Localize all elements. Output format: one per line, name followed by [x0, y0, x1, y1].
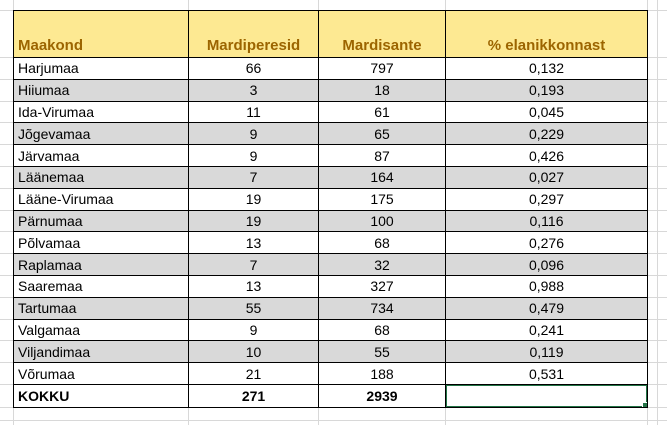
- table-row: Hiiumaa 3 18 0,193: [13, 78, 648, 102]
- cell-pct[interactable]: 0,193: [445, 78, 648, 102]
- cell-pct[interactable]: 0,988: [445, 274, 648, 298]
- table-row: Saaremaa 13 327 0,988: [13, 274, 648, 298]
- cell-maakond[interactable]: Raplamaa: [13, 253, 189, 276]
- cell-maakond[interactable]: Harjumaa: [13, 57, 189, 80]
- table-row: Põlvamaa 13 68 0,276: [13, 231, 648, 255]
- cell-maakond[interactable]: Põlvamaa: [13, 231, 189, 255]
- table-row: Valgamaa 9 68 0,241: [13, 318, 648, 342]
- table-row: Jõgevamaa 9 65 0,229: [13, 122, 648, 146]
- cell-pct[interactable]: 0,045: [445, 100, 648, 124]
- cell-pct[interactable]: 0,479: [445, 296, 648, 320]
- cell-mardiperesid[interactable]: 13: [188, 231, 319, 255]
- cell-mardiperesid[interactable]: 7: [188, 253, 319, 276]
- cell-mardiperesid[interactable]: 9: [188, 144, 319, 167]
- cell-mardisante[interactable]: 734: [318, 296, 446, 320]
- cell-mardiperesid[interactable]: 9: [188, 318, 319, 342]
- cell-pct[interactable]: 0,096: [445, 253, 648, 276]
- table-row: Võrumaa 21 188 0,531: [13, 362, 648, 385]
- cell-maakond[interactable]: Lääne-Virumaa: [13, 187, 189, 211]
- cell-mardisante[interactable]: 175: [318, 187, 446, 211]
- fill-handle[interactable]: [642, 401, 647, 407]
- table-row: Tartumaa 55 734 0,479: [13, 296, 648, 320]
- table-row: Raplamaa 7 32 0,096: [13, 253, 648, 276]
- cell-maakond[interactable]: Ida-Virumaa: [13, 100, 189, 124]
- cell-mardisante[interactable]: 18: [318, 78, 446, 102]
- table-row: Läänemaa 7 164 0,027: [13, 165, 648, 189]
- table-row: Viljandimaa 10 55 0,119: [13, 340, 648, 364]
- cell-maakond[interactable]: Tartumaa: [13, 296, 189, 320]
- column-header-mardisante[interactable]: Mardisante: [318, 10, 446, 58]
- marts-table: Maakond Mardiperesid Mardisante % elanik…: [13, 10, 648, 408]
- cell-maakond[interactable]: Jõgevamaa: [13, 122, 189, 146]
- cell-mardisante[interactable]: 188: [318, 362, 446, 385]
- table-row: Ida-Virumaa 11 61 0,045: [13, 100, 648, 124]
- cell-mardisante[interactable]: 55: [318, 340, 446, 364]
- cell-maakond[interactable]: Viljandimaa: [13, 340, 189, 364]
- cell-pct[interactable]: 0,276: [445, 231, 648, 255]
- cell-pct[interactable]: 0,229: [445, 122, 648, 146]
- cell-mardisante[interactable]: 61: [318, 100, 446, 124]
- cell-pct[interactable]: 0,116: [445, 209, 648, 233]
- cell-mardiperesid[interactable]: 66: [188, 57, 319, 80]
- table-row: Järvamaa 9 87 0,426: [13, 144, 648, 167]
- cell-mardisante[interactable]: 100: [318, 209, 446, 233]
- cell-mardisante[interactable]: 87: [318, 144, 446, 167]
- cell-pct[interactable]: 0,241: [445, 318, 648, 342]
- cell-mardiperesid[interactable]: 10: [188, 340, 319, 364]
- cell-pct[interactable]: 0,426: [445, 144, 648, 167]
- cell-maakond[interactable]: Läänemaa: [13, 165, 189, 189]
- header-row: Maakond Mardiperesid Mardisante % elanik…: [13, 10, 648, 58]
- table-row: Lääne-Virumaa 19 175 0,297: [13, 187, 648, 211]
- selected-cell[interactable]: [445, 383, 648, 408]
- cell-mardiperesid[interactable]: 3: [188, 78, 319, 102]
- column-header-maakond[interactable]: Maakond: [13, 10, 189, 58]
- column-header-pct-elanikkonnast[interactable]: % elanikkonnast: [445, 10, 648, 58]
- selection-border: [446, 385, 647, 407]
- cell-pct[interactable]: 0,297: [445, 187, 648, 211]
- cell-pct[interactable]: 0,119: [445, 340, 648, 364]
- cell-total-mardisante[interactable]: 2939: [318, 383, 446, 408]
- table-row: Pärnumaa 19 100 0,116: [13, 209, 648, 233]
- cell-pct[interactable]: 0,531: [445, 362, 648, 385]
- total-row: KOKKU 271 2939: [13, 383, 648, 408]
- cell-mardiperesid[interactable]: 11: [188, 100, 319, 124]
- cell-mardiperesid[interactable]: 19: [188, 209, 319, 233]
- cell-mardisante[interactable]: 164: [318, 165, 446, 189]
- cell-mardiperesid[interactable]: 55: [188, 296, 319, 320]
- cell-maakond[interactable]: Hiiumaa: [13, 78, 189, 102]
- cell-maakond[interactable]: Pärnumaa: [13, 209, 189, 233]
- cell-maakond[interactable]: Saaremaa: [13, 274, 189, 298]
- cell-mardisante[interactable]: 68: [318, 318, 446, 342]
- table-row: Harjumaa 66 797 0,132: [13, 57, 648, 80]
- cell-mardisante[interactable]: 32: [318, 253, 446, 276]
- cell-mardisante[interactable]: 65: [318, 122, 446, 146]
- cell-mardiperesid[interactable]: 9: [188, 122, 319, 146]
- cell-total-mardiperesid[interactable]: 271: [188, 383, 319, 408]
- cell-total-label[interactable]: KOKKU: [13, 383, 189, 408]
- cell-mardisante[interactable]: 68: [318, 231, 446, 255]
- cell-maakond[interactable]: Võrumaa: [13, 362, 189, 385]
- cell-mardiperesid[interactable]: 19: [188, 187, 319, 211]
- cell-mardiperesid[interactable]: 7: [188, 165, 319, 189]
- cell-pct[interactable]: 0,132: [445, 57, 648, 80]
- cell-pct[interactable]: 0,027: [445, 165, 648, 189]
- cell-maakond[interactable]: Järvamaa: [13, 144, 189, 167]
- cell-mardisante[interactable]: 797: [318, 57, 446, 80]
- cell-mardiperesid[interactable]: 13: [188, 274, 319, 298]
- cell-maakond[interactable]: Valgamaa: [13, 318, 189, 342]
- cell-mardiperesid[interactable]: 21: [188, 362, 319, 385]
- column-header-mardiperesid[interactable]: Mardiperesid: [188, 10, 319, 58]
- cell-mardisante[interactable]: 327: [318, 274, 446, 298]
